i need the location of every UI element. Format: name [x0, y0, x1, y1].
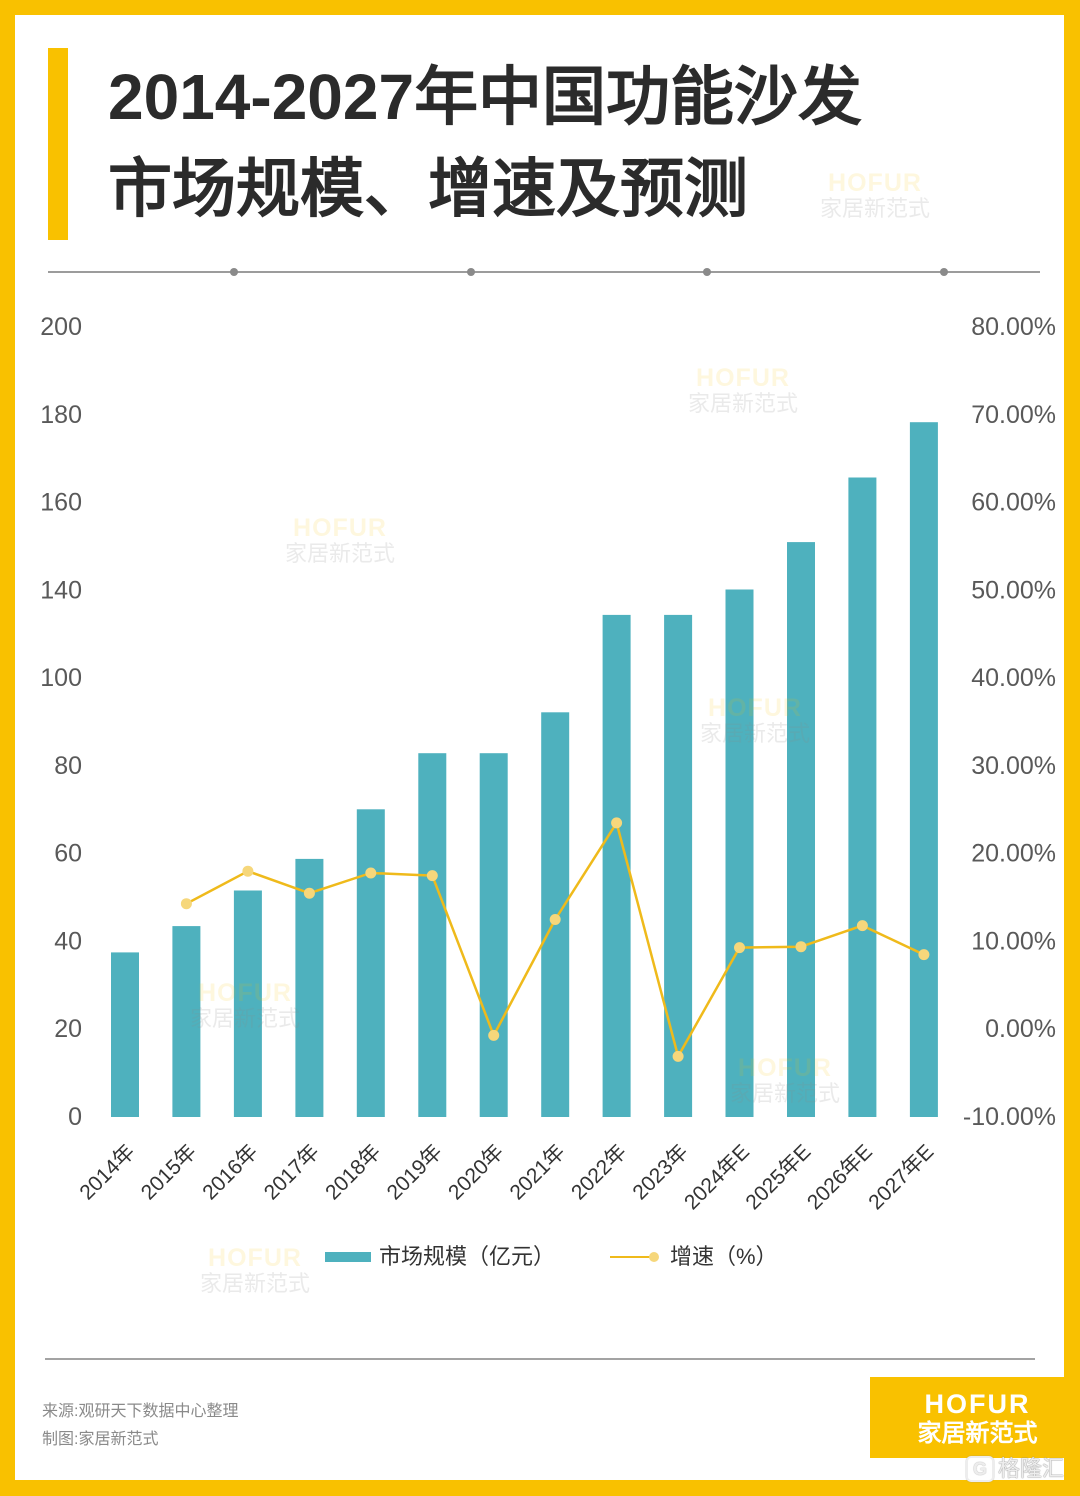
growth-point-2018 — [365, 867, 377, 879]
g-logo-icon: G — [966, 1456, 994, 1482]
right-axis-tick-label: 80.00% — [971, 313, 1056, 341]
legend-marker-swatch — [649, 1252, 659, 1262]
left-axis-tick-label: 60 — [54, 840, 82, 868]
x-axis-label: 2017年 — [260, 1140, 324, 1204]
legend-bar-swatch — [325, 1252, 371, 1262]
left-axis-tick-label: 80 — [54, 752, 82, 780]
hofur-logo: HOFUR 家居新范式 — [870, 1377, 1065, 1458]
x-axis-label: 2014年 — [75, 1140, 139, 1204]
x-axis-label: 2018年 — [321, 1140, 385, 1204]
bar-2024e — [725, 589, 754, 1117]
right-axis-tick-label: 0.00% — [985, 1015, 1056, 1043]
right-axis-tick-label: 70.00% — [971, 401, 1056, 429]
bar-2016 — [233, 890, 262, 1117]
growth-point-2019 — [426, 870, 438, 882]
left-axis-tick-label: 40 — [54, 927, 82, 955]
right-axis-tick-label: 10.00% — [971, 927, 1056, 955]
line-series — [180, 817, 930, 1062]
x-axis-label: 2026年E — [803, 1140, 877, 1214]
left-axis-tick-label: 100 — [40, 664, 82, 692]
x-axis-labels: 2014年2015年2016年2017年2018年2019年2020年2021年… — [75, 1140, 938, 1214]
growth-point-2023 — [672, 1050, 684, 1062]
bar-2017 — [295, 858, 324, 1117]
growth-point-2025e — [795, 941, 807, 953]
right-axis-labels: -10.00% 0.00% 10.00% 20.00% 30.00% 40.00% 50.0… — [963, 313, 1056, 1131]
bar-2027e — [909, 422, 938, 1117]
bar-2014 — [111, 952, 139, 1117]
combo-chart: 0 20 40 60 80 100 140 160 180 200 -10.00% 0.00% 10.… — [40, 313, 1056, 1214]
left-axis-tick-label: 0 — [68, 1103, 82, 1131]
infographic-panel — [15, 15, 1064, 1480]
legend-line-swatch — [610, 1256, 654, 1258]
right-axis-tick-label: 40.00% — [971, 664, 1056, 692]
growth-point-2022 — [611, 817, 623, 829]
bar-series — [111, 422, 938, 1117]
divider-dot — [940, 268, 948, 276]
right-axis-tick-label: 60.00% — [971, 489, 1056, 517]
x-axis-label: 2022年 — [567, 1140, 631, 1204]
x-axis-label: 2019年 — [383, 1140, 447, 1204]
chart-legend: 市场规模（亿元） 增速（%） — [0, 1240, 1080, 1272]
x-axis-label: 2015年 — [137, 1140, 201, 1204]
left-axis-tick-label: 20 — [54, 1015, 82, 1043]
right-axis-tick-label: 30.00% — [971, 752, 1056, 780]
legend-label-market-size: 市场规模（亿元） — [379, 1244, 556, 1269]
divider-dot — [230, 268, 238, 276]
growth-point-2021 — [549, 914, 561, 925]
legend-label-growth: 增速（%） — [670, 1244, 778, 1269]
left-axis-tick-label: 160 — [40, 489, 82, 517]
divider-dot — [467, 268, 475, 276]
page-title-line-2: 市场规模、增速及预测 — [108, 153, 748, 225]
bar-2026e — [848, 477, 877, 1117]
left-axis-tick-label: 140 — [40, 576, 82, 604]
gelonghui-text: 格隆汇 — [998, 1456, 1065, 1481]
left-axis-tick-label: 200 — [40, 313, 82, 341]
footer-divider — [45, 1358, 1035, 1360]
right-axis-tick-label: -10.00% — [963, 1103, 1056, 1131]
x-axis-label: 2020年 — [444, 1140, 508, 1204]
left-axis-tick-label: 180 — [40, 401, 82, 429]
growth-point-2016 — [242, 865, 254, 877]
logo-name-text: 家居新范式 — [917, 1420, 1038, 1447]
page-title-line-1: 2014-2027年中国功能沙发 — [108, 61, 863, 133]
bar-2025e — [787, 542, 815, 1117]
x-axis-label: 2027年E — [864, 1140, 938, 1214]
credit-note: 制图:家居新范式 — [42, 1431, 159, 1448]
right-axis-tick-label: 50.00% — [971, 576, 1056, 604]
x-axis-label: 2016年 — [198, 1140, 262, 1204]
header-divider — [48, 271, 1040, 273]
growth-point-2027e — [918, 949, 930, 961]
bar-2022 — [602, 614, 631, 1117]
right-axis-tick-label: 20.00% — [971, 840, 1056, 868]
bar-2018 — [356, 809, 385, 1117]
source-note: 来源:观研天下数据中心整理 — [42, 1403, 239, 1420]
x-axis-label: 2025年E — [741, 1140, 815, 1214]
growth-point-2026e — [856, 920, 868, 932]
growth-point-2017 — [303, 887, 315, 899]
growth-point-2024e — [734, 942, 745, 954]
bar-2020 — [479, 753, 508, 1117]
growth-point-2015 — [180, 898, 192, 910]
title-accent-bar — [48, 48, 68, 240]
logo-brand-text: HOFUR — [924, 1389, 1031, 1419]
divider-dot — [703, 268, 711, 276]
x-axis-label: 2021年 — [506, 1140, 570, 1204]
left-axis-labels: 0 20 40 60 80 100 140 160 180 200 — [40, 313, 82, 1131]
growth-point-2020 — [488, 1029, 500, 1041]
bar-2023 — [664, 614, 693, 1117]
bar-2015 — [172, 926, 201, 1117]
bar-2019 — [418, 753, 447, 1117]
x-axis-label: 2024年E — [680, 1140, 754, 1214]
